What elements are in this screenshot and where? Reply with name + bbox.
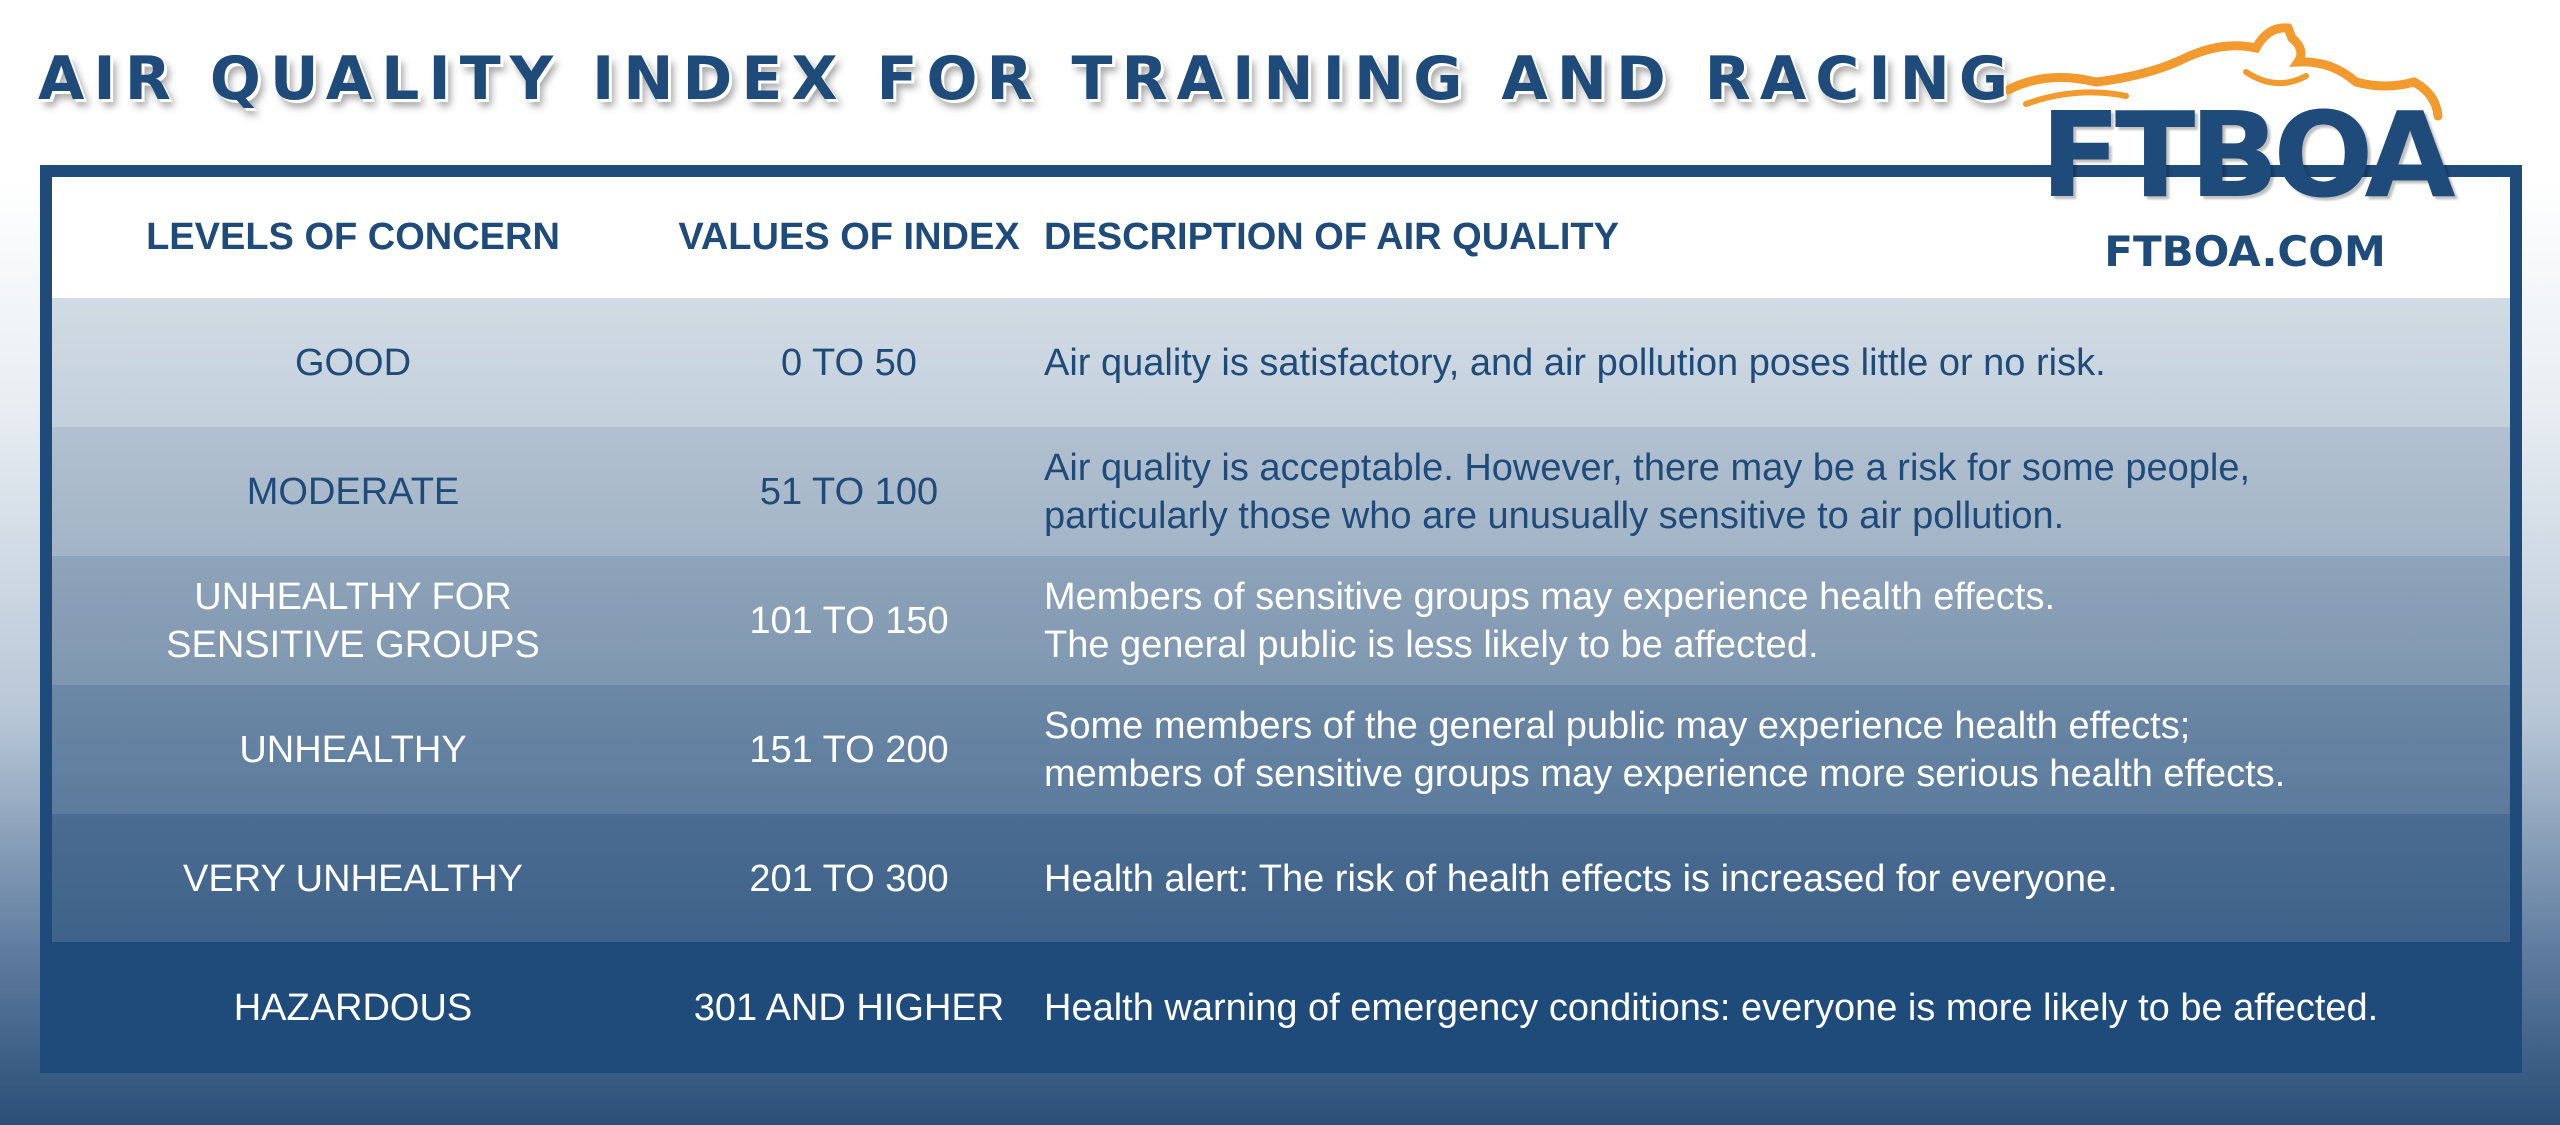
table-row-hazardous: HAZARDOUS 301 AND HIGHER Health warning … — [40, 942, 2522, 1073]
logo-wordmark: FTBOA — [2040, 86, 2456, 224]
logo-url: FTBOA.COM — [2104, 227, 2386, 276]
level-label: GOOD — [294, 341, 412, 384]
table-row-good: GOOD 0 TO 50 Air quality is satisfactory… — [52, 298, 2510, 427]
header-levels-of-concern: LEVELS OF CONCERN — [146, 216, 560, 258]
description-text: Air quality is satisfactory, and air pol… — [1044, 341, 2106, 384]
index-value: 51 TO 100 — [759, 470, 939, 513]
index-value: 151 TO 200 — [749, 728, 949, 771]
description-text: Health warning of emergency conditions: … — [1044, 986, 2379, 1029]
level-label: UNHEALTHY — [239, 728, 467, 771]
index-value: 0 TO 50 — [781, 341, 917, 384]
table-row-very-unhealthy: VERY UNHEALTHY 201 TO 300 Health alert: … — [52, 814, 2510, 942]
index-value: 201 TO 300 — [749, 857, 949, 900]
table-row-unhealthy-sensitive: UNHEALTHY FOR SENSITIVE GROUPS 101 TO 15… — [52, 556, 2510, 685]
aqi-table: LEVELS OF CONCERN VALUES OF INDEX DESCRI… — [52, 177, 2510, 942]
level-label: MODERATE — [246, 470, 460, 513]
table-row-moderate: MODERATE 51 TO 100 Air quality is accept… — [52, 427, 2510, 556]
level-label: UNHEALTHY FOR SENSITIVE GROUPS — [166, 575, 540, 666]
index-value: 301 AND HIGHER — [693, 986, 1005, 1029]
header-values-of-index: VALUES OF INDEX — [678, 216, 1020, 258]
page-title: AIR QUALITY INDEX FOR TRAINING AND RACIN… — [38, 44, 2018, 114]
header-description: DESCRIPTION OF AIR QUALITY — [1044, 216, 1619, 258]
description-text: Health alert: The risk of health effects… — [1044, 857, 2118, 900]
index-value: 101 TO 150 — [749, 599, 949, 642]
ftboa-logo: FTBOA FTBOA.COM — [1998, 12, 2456, 282]
level-label: HAZARDOUS — [233, 986, 473, 1029]
horse-outline-icon — [2006, 23, 2443, 121]
level-label: VERY UNHEALTHY — [183, 857, 523, 900]
description-text: Members of sensitive groups may experien… — [1044, 575, 2056, 666]
table-row-unhealthy: UNHEALTHY 151 TO 200 Some members of the… — [52, 685, 2510, 814]
description-text: Air quality is acceptable. However, ther… — [1044, 446, 2251, 537]
table-header-row: LEVELS OF CONCERN VALUES OF INDEX DESCRI… — [52, 177, 2510, 298]
description-text: Some members of the general public may e… — [1044, 704, 2286, 795]
